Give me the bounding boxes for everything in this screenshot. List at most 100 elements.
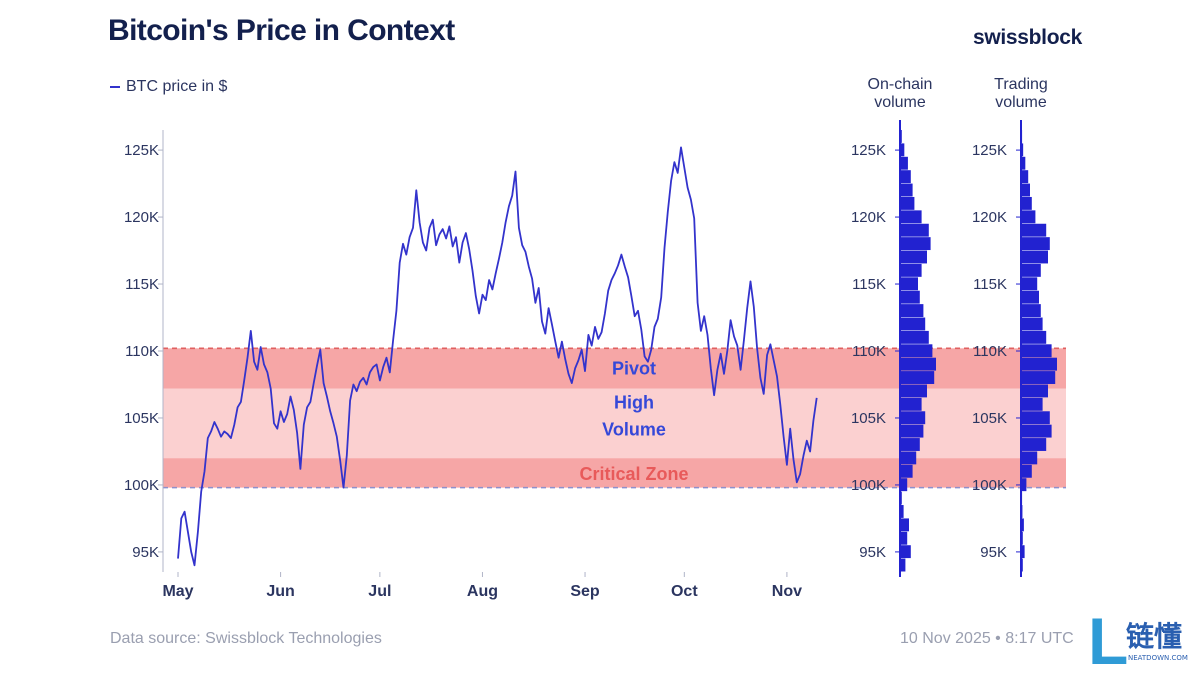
trading-volume-bar	[1021, 438, 1047, 451]
y-tick-label: 95K	[132, 544, 159, 561]
trading-volume-bar	[1021, 290, 1039, 304]
trading-volume-bar	[1021, 545, 1025, 559]
onchain-volume-bar	[900, 304, 924, 318]
trading-volume-bar	[1021, 451, 1038, 465]
trading-volume-bar	[1021, 558, 1023, 572]
onchain-volume-tick-label: 125K	[851, 142, 886, 159]
trading-volume-bar	[1021, 491, 1023, 505]
onchain-volume-tick-label: 110K	[852, 343, 886, 360]
line-layer	[177, 146, 818, 567]
watermark-cn: 链懂	[1126, 620, 1182, 653]
trading-volume-tick-label: 125K	[972, 142, 1007, 159]
trading-volume-header: Trading volume	[966, 76, 1076, 112]
watermark-en: NEATDOWN.COM	[1128, 654, 1188, 662]
trading-volume-bar	[1021, 424, 1052, 438]
labels-layer: Pivot High Volume Critical Zone	[579, 358, 688, 483]
onchain-volume-bar	[900, 451, 917, 465]
onchain-volume-bar	[900, 170, 911, 184]
trading-volume-bar	[1021, 397, 1043, 411]
trading-volume-bar	[1021, 304, 1041, 318]
onchain-volume-bar	[900, 397, 922, 411]
trading-volume-bar	[1021, 223, 1047, 237]
trading-volume-bar	[1021, 170, 1029, 184]
onchain-volume-tick-label: 105K	[851, 410, 886, 427]
data-source-note: Data source: Swissblock Technologies	[110, 630, 382, 647]
onchain-volume-bar	[900, 223, 929, 237]
onchain-volume-bar	[900, 330, 929, 344]
chart-title: Bitcoin's Price in Context	[108, 14, 455, 47]
volume-layer: 95K 100K 105K 110K 115K 120K 125K 95K 100K 105K 11…	[851, 120, 1057, 577]
trading-volume-bar	[1021, 263, 1041, 277]
onchain-volume-bar	[900, 210, 922, 224]
onchain-volume-bar	[900, 438, 920, 451]
onchain-volume-header: On-chain volume	[845, 76, 955, 112]
x-tick-label: Aug	[467, 583, 498, 600]
trading-header-line1: Trading	[994, 76, 1048, 93]
onchain-volume-bar	[900, 156, 908, 170]
onchain-volume-bar	[900, 478, 908, 492]
onchain-volume-bar	[900, 344, 933, 358]
onchain-volume-bar	[900, 505, 904, 518]
trading-volume-bar	[1021, 210, 1036, 224]
onchain-volume-bar	[900, 130, 902, 143]
legend-label: BTC price in $	[126, 78, 228, 95]
onchain-volume-bar	[900, 531, 908, 545]
y-tick-label: 105K	[124, 410, 159, 427]
onchain-volume-bar	[900, 143, 905, 157]
trading-volume-bar	[1021, 143, 1024, 157]
watermark-letter: L	[1088, 604, 1128, 674]
y-tick-label: 120K	[124, 209, 159, 226]
onchain-volume-bar	[900, 237, 931, 251]
trading-volume-bar	[1021, 130, 1023, 143]
trading-volume-bar	[1021, 464, 1032, 478]
critical-zone-label: Critical Zone	[579, 464, 688, 484]
trading-header-line2: volume	[995, 94, 1047, 111]
onchain-header-line2: volume	[874, 94, 926, 111]
trading-volume-bar	[1021, 156, 1026, 170]
axes-layer: 95K 100K 105K 110K 115K 120K 125K May Jun Jul Aug S…	[124, 130, 802, 600]
onchain-volume-bar	[900, 277, 918, 291]
onchain-header-line1: On-chain	[867, 76, 933, 93]
onchain-volume-tick-label: 115K	[852, 276, 886, 293]
onchain-volume-bar	[900, 558, 906, 572]
trading-volume-bar	[1021, 371, 1056, 384]
x-tick-label: Jul	[368, 583, 391, 600]
btc-price-line	[177, 146, 818, 567]
trading-volume-bar	[1021, 250, 1048, 264]
trading-volume-tick-label: 120K	[972, 209, 1007, 226]
trading-volume-bar	[1021, 344, 1052, 358]
y-tick-label: 115K	[125, 276, 159, 293]
y-tick-label: 100K	[124, 477, 159, 494]
trading-volume-bar	[1021, 505, 1023, 518]
x-tick-label: Oct	[671, 583, 698, 600]
onchain-volume-tick-label: 120K	[851, 209, 886, 226]
pivot-zone-label: Pivot	[612, 358, 656, 378]
trading-volume-bar	[1021, 330, 1047, 344]
onchain-volume-bar	[900, 357, 936, 371]
timestamp: 10 Nov 2025 • 8:17 UTC	[900, 630, 1074, 647]
y-tick-label: 125K	[124, 142, 159, 159]
onchain-volume-bar	[900, 290, 920, 304]
x-tick-label: Jun	[266, 583, 294, 600]
onchain-volume-tick-label: 100K	[851, 477, 886, 494]
trading-volume-tick-label: 115K	[973, 276, 1007, 293]
neatdown-watermark-logo: L 链懂 NEATDOWN.COM	[1088, 604, 1188, 674]
y-tick-label: 110K	[125, 343, 159, 360]
brand-logo-text: swissblock	[972, 26, 1082, 49]
legend: BTC price in $	[110, 78, 227, 96]
onchain-volume-bar	[900, 263, 922, 277]
trading-volume-bar	[1021, 357, 1057, 371]
onchain-volume-tick-label: 95K	[859, 544, 886, 561]
trading-volume-tick-label: 105K	[972, 410, 1007, 427]
trading-volume-bar	[1021, 183, 1030, 197]
onchain-volume-bar	[900, 518, 909, 532]
onchain-volume-bar	[900, 464, 913, 478]
onchain-volume-bar	[900, 491, 902, 505]
trading-volume-tick-label: 95K	[980, 544, 1007, 561]
onchain-volume-bar	[900, 384, 927, 398]
onchain-volume-bar	[900, 183, 913, 197]
legend-line-swatch	[110, 85, 120, 88]
trading-volume-bar	[1021, 478, 1027, 492]
x-tick-label: Sep	[570, 583, 600, 600]
